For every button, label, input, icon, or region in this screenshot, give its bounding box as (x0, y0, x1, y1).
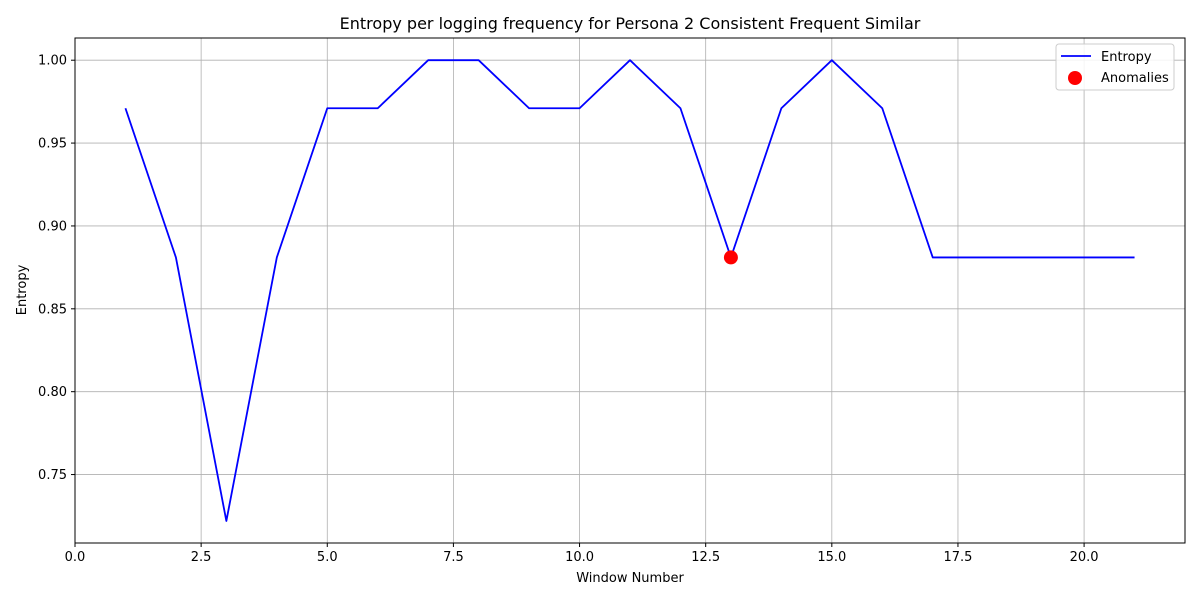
x-tick-label: 0.0 (65, 550, 86, 565)
series-line-entropy (124, 59, 1135, 522)
legend: Entropy Anomalies (1055, 43, 1175, 91)
y-axis-label: Entropy (15, 264, 30, 315)
y-tick-label: 0.80 (38, 385, 67, 400)
legend-label-anomalies: Anomalies (1101, 71, 1169, 86)
grid (74, 38, 1185, 543)
x-tick-label: 12.5 (691, 550, 720, 565)
x-tick-label: 7.5 (443, 550, 464, 565)
axis-ticks: 0.0 2.5 5.0 7.5 10.0 12.5 15.0 17.5 20.0 0.75 0.80… (38, 54, 1099, 565)
x-tick-label: 10.0 (565, 550, 594, 565)
x-tick-label: 5.0 (317, 550, 338, 565)
x-tick-label: 15.0 (817, 550, 846, 565)
y-tick-label: 0.75 (38, 468, 67, 483)
x-tick-label: 20.0 (1070, 550, 1099, 565)
x-tick-label: 17.5 (943, 550, 972, 565)
legend-marker-swatch (1068, 71, 1082, 85)
x-axis-label: Window Number (576, 571, 684, 586)
series-layer (124, 59, 1135, 522)
x-tick-label: 2.5 (191, 550, 212, 565)
y-tick-label: 0.85 (38, 302, 67, 317)
anomaly-point (723, 250, 738, 265)
legend-label-entropy: Entropy (1101, 50, 1152, 65)
plot-area-frame (74, 37, 1186, 544)
y-tick-label: 0.90 (38, 219, 67, 234)
chart-title: Entropy per logging frequency for Person… (340, 14, 921, 33)
y-tick-label: 0.95 (38, 137, 67, 152)
y-tick-label: 1.00 (38, 54, 67, 69)
